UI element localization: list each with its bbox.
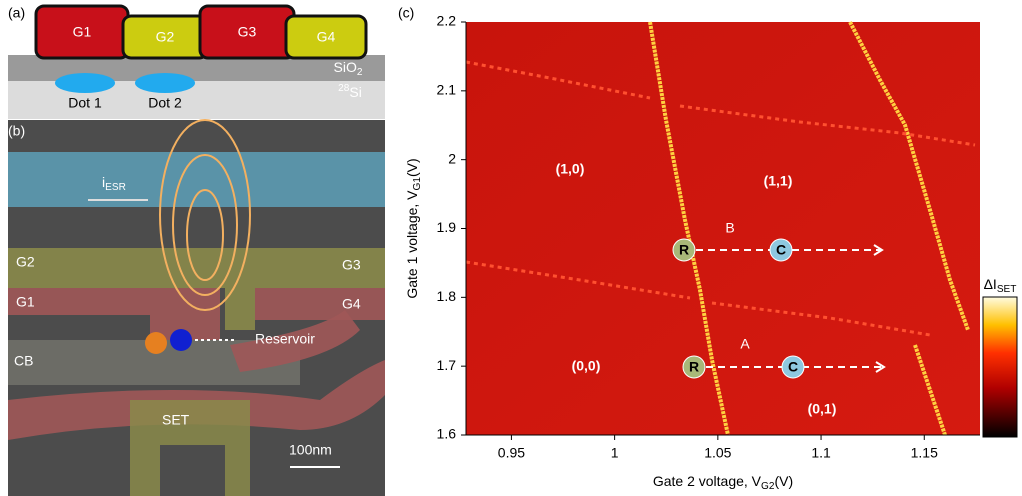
scale-label: 100nm [289,442,332,458]
set-label: SET [162,412,190,428]
x-tick-label: 1 [611,445,619,461]
reservoir-label: Reservoir [255,331,315,347]
micrograph [8,120,385,496]
dot-label: Dot 2 [148,95,182,111]
x-tick-label: 1.05 [704,445,731,461]
gate-label: G1 [73,24,92,40]
g4-label: G4 [342,296,361,312]
oxide-label-part: SiO [334,59,357,75]
y-axis-title-part: Gate 1 voltage, V [404,190,420,299]
y-axis-title: Gate 1 voltage, VG1(V) [404,158,423,298]
panel-label: (a) [8,5,25,21]
region-label: (1,0) [556,161,585,177]
control-label: C [788,359,798,375]
region-label: (0,1) [808,401,837,417]
y-tick-label: 2.1 [437,82,457,98]
quantum-dot [55,73,115,93]
panel-label: (b) [8,123,25,139]
colorbar [983,297,1017,437]
control-label: C [776,242,786,258]
x-axis-title-part: G2 [761,481,775,492]
esr-line [8,152,385,207]
y-axis-title-part: (V) [404,158,420,177]
y-tick-label: 1.9 [437,219,457,235]
x-tick-label: 0.95 [498,445,525,461]
electron [170,329,192,351]
x-axis-title-part: (V) [774,473,793,489]
pulse-label: A [740,336,750,352]
read-label: R [689,359,699,375]
colorbar-title-part: ΔI [984,276,997,292]
oxide-label-part: 2 [357,67,363,78]
y-tick-label: 1.7 [437,357,457,373]
y-axis-title-part: G1 [412,177,423,191]
panel-label: (c) [398,5,414,21]
esr-label-part: ESR [105,182,126,193]
quantum-dot [135,73,195,93]
figure: (a)(b)(c)G1G2G3G4SiO228SiDot 1Dot 2iESRG… [0,0,1022,496]
plot-area [466,22,980,435]
cb-label: CB [14,353,33,369]
x-axis-title: Gate 2 voltage, VG2(V) [653,473,793,492]
colorbar-title-part: SET [997,284,1017,295]
x-axis-title-part: Gate 2 voltage, V [653,473,762,489]
g3-label: G3 [342,257,361,273]
y-tick-label: 1.8 [437,288,457,304]
region-label: (0,0) [572,358,601,374]
electron [145,332,167,354]
read-label: R [679,242,689,258]
y-tick-label: 2.2 [437,13,457,29]
g2-label: G2 [16,254,35,270]
dot-label: Dot 1 [68,95,102,111]
region-label: (1,1) [764,173,793,189]
gate-label: G3 [238,24,257,40]
y-tick-label: 2 [448,150,456,166]
colorbar-title: ΔISET [984,276,1017,295]
cross-section [8,6,385,119]
pulse-label: B [725,220,734,236]
x-tick-label: 1.1 [811,445,831,461]
substrate-label-part: 28 [338,83,350,94]
g1-label: G1 [16,294,35,310]
gate-label: G2 [156,29,175,45]
x-tick-label: 1.15 [911,445,938,461]
gate-label: G4 [317,29,336,45]
y-tick-label: 1.6 [437,426,457,442]
substrate-label-part: Si [349,84,361,100]
